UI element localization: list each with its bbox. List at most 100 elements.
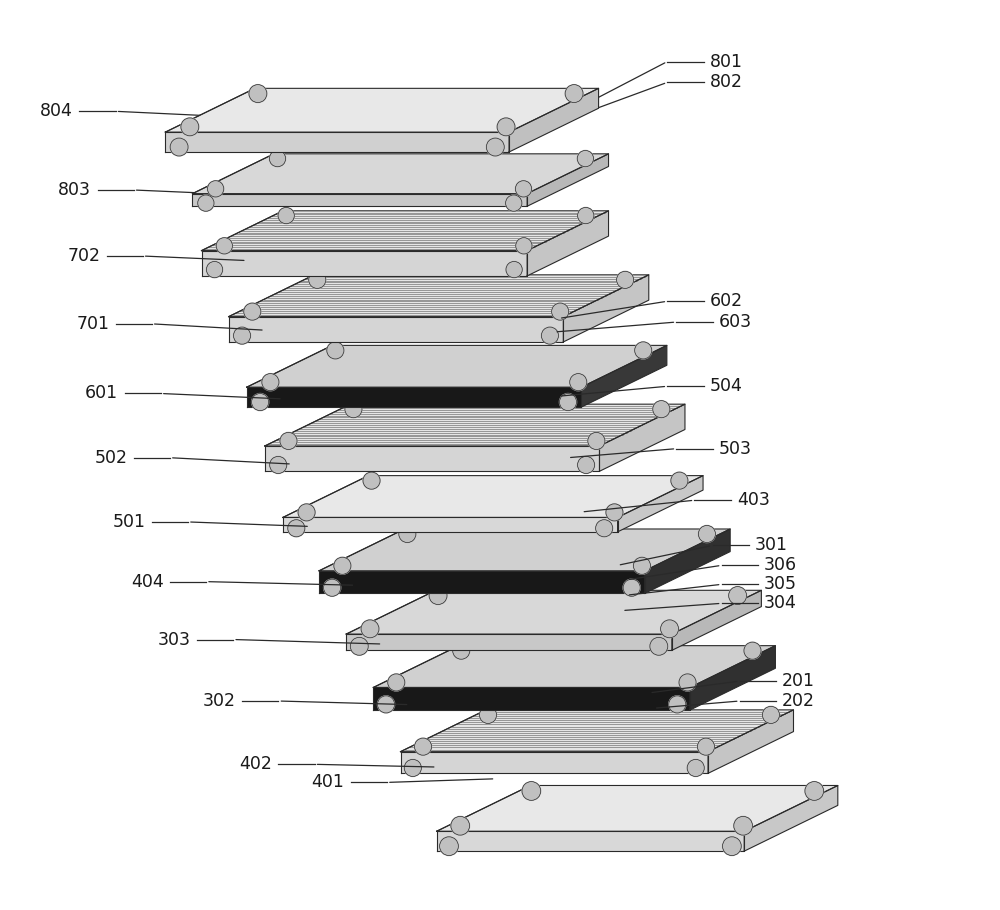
Circle shape [415, 738, 432, 755]
Text: 306: 306 [764, 556, 797, 574]
Text: 701: 701 [76, 315, 109, 333]
Circle shape [269, 150, 286, 167]
Polygon shape [283, 476, 703, 518]
Circle shape [578, 207, 594, 224]
Circle shape [762, 706, 779, 723]
Text: 504: 504 [710, 378, 743, 395]
Polygon shape [229, 317, 563, 342]
Circle shape [698, 525, 715, 542]
Circle shape [577, 150, 594, 167]
Text: 202: 202 [782, 692, 815, 710]
Circle shape [345, 400, 362, 418]
Polygon shape [319, 529, 730, 571]
Circle shape [288, 520, 305, 537]
Text: 404: 404 [131, 572, 164, 591]
Polygon shape [527, 154, 609, 207]
Circle shape [697, 738, 715, 755]
Text: 801: 801 [710, 53, 743, 71]
Circle shape [429, 587, 447, 604]
Circle shape [334, 557, 351, 574]
Text: 303: 303 [158, 631, 191, 649]
Polygon shape [599, 404, 685, 471]
Text: 401: 401 [312, 774, 344, 792]
Circle shape [661, 620, 679, 638]
Circle shape [633, 557, 650, 574]
Polygon shape [319, 571, 645, 593]
Circle shape [280, 432, 297, 450]
Text: 403: 403 [737, 491, 770, 510]
Polygon shape [401, 710, 793, 752]
Circle shape [744, 642, 761, 659]
Polygon shape [283, 518, 618, 531]
Circle shape [388, 674, 405, 691]
Polygon shape [373, 646, 775, 687]
Circle shape [404, 759, 421, 776]
Circle shape [635, 342, 652, 359]
Circle shape [278, 207, 294, 224]
Polygon shape [509, 88, 599, 152]
Circle shape [298, 504, 315, 521]
Polygon shape [346, 591, 761, 634]
Circle shape [588, 432, 605, 450]
Circle shape [249, 85, 267, 103]
Circle shape [234, 327, 251, 344]
Circle shape [497, 118, 515, 136]
Circle shape [653, 400, 670, 418]
Circle shape [552, 303, 569, 320]
Circle shape [327, 342, 344, 359]
Circle shape [596, 520, 613, 537]
Polygon shape [202, 250, 527, 276]
Circle shape [377, 696, 395, 713]
Circle shape [559, 393, 577, 410]
Circle shape [671, 472, 688, 490]
Circle shape [522, 782, 541, 800]
Text: 305: 305 [764, 575, 797, 593]
Polygon shape [437, 831, 744, 851]
Circle shape [805, 782, 824, 800]
Text: 602: 602 [710, 292, 743, 310]
Circle shape [669, 696, 686, 713]
Circle shape [506, 195, 522, 211]
Circle shape [506, 261, 522, 278]
Circle shape [723, 837, 741, 855]
Circle shape [363, 472, 380, 490]
Circle shape [606, 504, 623, 521]
Polygon shape [247, 346, 667, 387]
Circle shape [399, 525, 416, 542]
Text: 803: 803 [58, 181, 91, 199]
Circle shape [208, 181, 224, 197]
Polygon shape [672, 591, 761, 651]
Text: 503: 503 [719, 440, 752, 458]
Text: 304: 304 [764, 594, 797, 612]
Circle shape [617, 271, 634, 288]
Text: 502: 502 [94, 449, 127, 467]
Circle shape [516, 238, 532, 254]
Polygon shape [373, 687, 690, 710]
Text: 804: 804 [40, 102, 73, 120]
Circle shape [453, 642, 470, 659]
Text: 302: 302 [203, 692, 236, 710]
Circle shape [309, 271, 326, 288]
Circle shape [198, 195, 214, 211]
Circle shape [479, 706, 497, 723]
Circle shape [486, 138, 504, 156]
Text: 301: 301 [755, 536, 788, 554]
Circle shape [324, 579, 341, 596]
Polygon shape [401, 752, 708, 774]
Text: 501: 501 [112, 513, 145, 531]
Polygon shape [229, 275, 649, 317]
Circle shape [440, 837, 458, 855]
Circle shape [252, 393, 269, 410]
Circle shape [350, 637, 368, 655]
Circle shape [216, 238, 232, 254]
Circle shape [570, 374, 587, 390]
Circle shape [170, 138, 188, 156]
Circle shape [650, 637, 668, 655]
Circle shape [181, 118, 199, 136]
Polygon shape [744, 785, 838, 851]
Circle shape [687, 759, 704, 776]
Polygon shape [708, 710, 793, 774]
Circle shape [679, 674, 696, 691]
Polygon shape [192, 194, 527, 207]
Circle shape [541, 327, 558, 344]
